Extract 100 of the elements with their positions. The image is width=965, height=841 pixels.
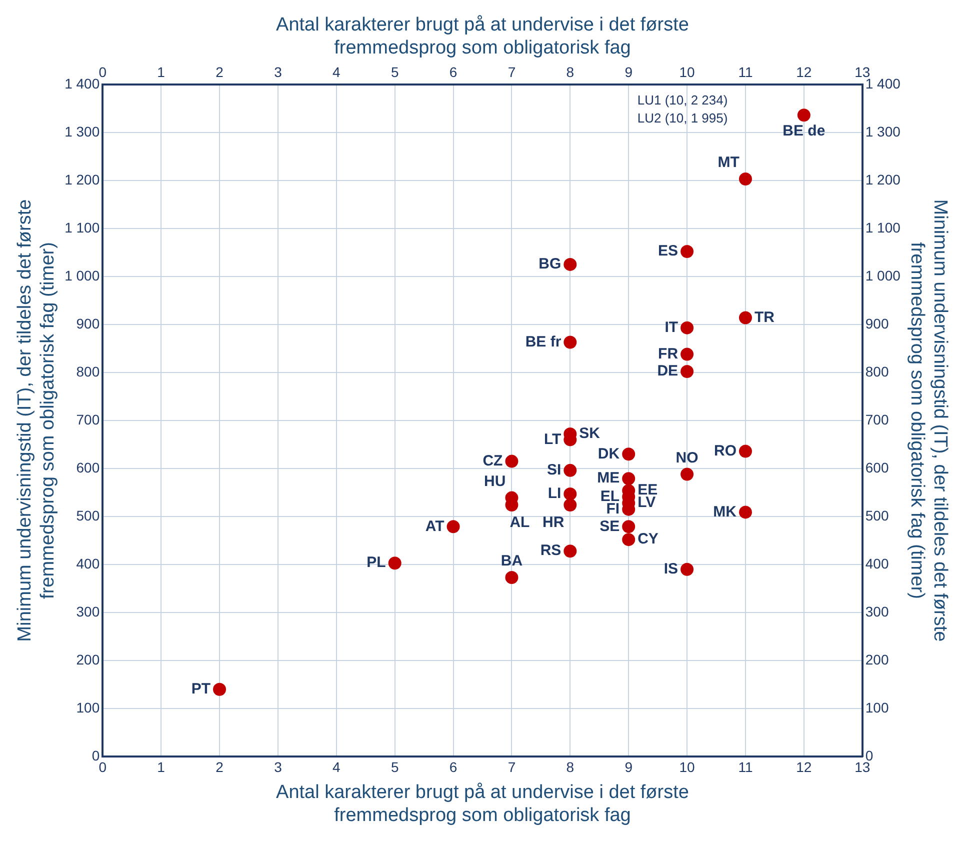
y-axis-title: Minimum undervisningstid (IT), der tildeles det første fremmedsprog som obligatorisk fag (timer): [14, 199, 58, 642]
x-tick-label: 10: [679, 758, 696, 775]
annotation: CY: [638, 530, 658, 548]
point: [622, 533, 636, 546]
x2-tick-label: 8: [566, 64, 574, 80]
x-tick-label: 7: [508, 758, 516, 775]
annotation: FI: [606, 500, 620, 518]
point: [738, 506, 752, 519]
x2-tick-label: 6: [449, 64, 458, 80]
point: [446, 520, 460, 534]
annotation: BG: [538, 256, 562, 273]
x2-tick-label: 5: [390, 64, 399, 80]
annotation: BE de: [782, 122, 826, 140]
y2-tick-label: 300: [865, 603, 889, 620]
y-tick-label: 300: [76, 603, 100, 620]
annotation: BA: [500, 552, 523, 570]
point: [564, 487, 577, 500]
point: [680, 468, 694, 481]
y-tick-label: 600: [76, 459, 100, 476]
y2-tick-label: 1 300: [865, 123, 901, 140]
x-tick-label: 8: [566, 758, 574, 775]
point: [564, 544, 577, 558]
x2-tick-label: 7: [508, 64, 516, 80]
x2-tick-label: 9: [624, 64, 633, 80]
x-tick-label: 12: [796, 758, 812, 775]
y-tick-label: 1 000: [64, 267, 100, 284]
annotation: AL: [510, 514, 530, 532]
y2-tick-label: 600: [865, 459, 889, 476]
point: [680, 348, 694, 361]
y2-tick-label: 400: [865, 555, 889, 572]
point: [680, 244, 694, 258]
annotation: DK: [598, 445, 620, 462]
annotation: RO: [714, 442, 737, 460]
point: [564, 498, 577, 512]
y2-tick-label: 1 200: [865, 171, 901, 188]
annotation: LT: [544, 430, 562, 448]
point: [622, 520, 636, 534]
y-tick-label: 200: [76, 651, 100, 668]
x2-tick-label: 3: [274, 64, 282, 80]
y-tick-label: 500: [76, 507, 100, 524]
y2-tick-label: 1 100: [865, 219, 901, 236]
x-tick-label: 2: [216, 758, 224, 775]
y-tick-label: 700: [76, 411, 100, 428]
x-tick-label: 1: [157, 758, 166, 775]
point: [680, 562, 694, 576]
annotation: MK: [713, 503, 737, 520]
point: [797, 108, 810, 122]
y-tick-label: 1 400: [64, 75, 100, 92]
annotation: IT: [664, 318, 678, 336]
point: [564, 464, 577, 477]
point: [680, 321, 694, 334]
x-tick-label: 5: [390, 758, 399, 775]
y2-tick-label: 700: [865, 411, 889, 428]
annotation: LV: [638, 494, 656, 512]
annotation: LU1 (10, 2 234): [637, 92, 728, 108]
annotation: NO: [676, 449, 699, 466]
x2-axis-title: Antal karakterer brugt på at undervise i det første fremmedsprog som obligatorisk fag: [276, 14, 689, 58]
annotation: ME: [597, 470, 620, 487]
annotation: HU: [484, 472, 506, 490]
point: [622, 448, 636, 461]
y2-tick-label: 900: [865, 315, 889, 332]
y-tick-label: 400: [76, 555, 100, 572]
y2-tick-label: 800: [865, 363, 889, 380]
x2-tick-label: 11: [738, 64, 753, 80]
annotation: RS: [540, 542, 562, 560]
y-tick-label: 1 200: [64, 171, 100, 188]
point: [388, 556, 402, 570]
point: [564, 258, 577, 271]
annotation: LU2 (10, 1 995): [637, 110, 728, 126]
point: [680, 365, 694, 378]
annotation: TR: [754, 308, 775, 326]
annotation: DE: [657, 362, 678, 380]
x2-tick-label: 4: [332, 64, 340, 80]
annotation: SE: [600, 518, 620, 535]
point: [738, 172, 752, 186]
annotation: ES: [658, 242, 678, 260]
x-tick-label: 3: [274, 758, 282, 775]
x2-tick-label: 2: [216, 64, 224, 80]
y-tick-label: 1 100: [64, 219, 100, 236]
x-tick-label: 9: [624, 758, 633, 775]
y2-tick-label: 500: [865, 507, 889, 524]
annotation: PT: [191, 680, 211, 698]
point: [622, 472, 636, 486]
point: [505, 571, 518, 584]
x2-tick-label: 12: [796, 64, 812, 80]
x2-tick-label: 1: [157, 64, 166, 80]
annotation: FR: [658, 345, 678, 362]
annotation: CZ: [482, 452, 503, 470]
x-tick-label: 4: [332, 758, 340, 775]
point: [738, 444, 752, 458]
annotation: AT: [425, 518, 444, 535]
y-tick-label: 800: [76, 363, 100, 380]
y2-tick-label: 100: [865, 699, 889, 716]
x-tick-label: 11: [738, 758, 753, 775]
x2-tick-label: 10: [679, 64, 696, 80]
y-tick-label: 900: [76, 315, 100, 332]
annotation: SI: [546, 462, 562, 479]
y2-tick-label: 200: [865, 651, 889, 668]
x2-tick-label: 13: [854, 64, 870, 80]
point: [738, 311, 752, 324]
